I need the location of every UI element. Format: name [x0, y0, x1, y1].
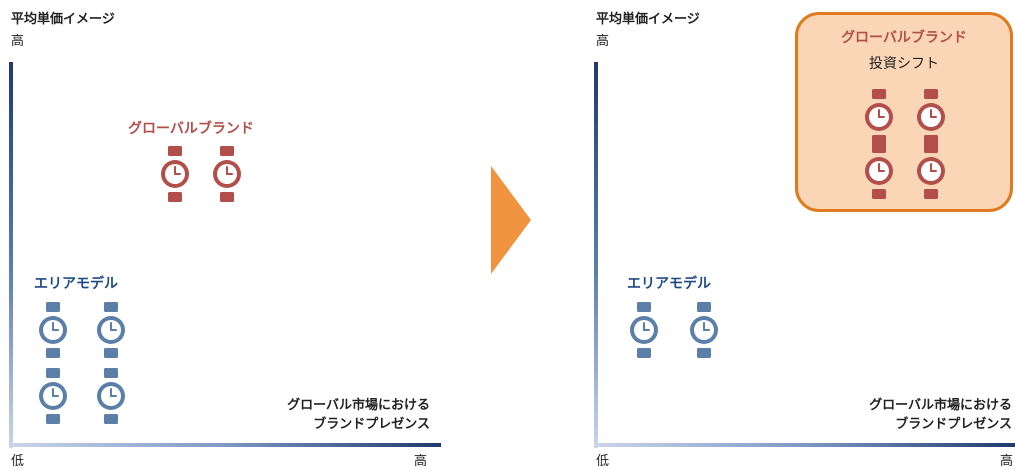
global-brand-watch-icon: [916, 143, 946, 199]
x-axis-title-line1: グローバル市場における: [869, 398, 1012, 413]
area-model-watch-icon: [38, 302, 68, 358]
global-brand-label: グローバルブランド: [128, 121, 254, 137]
global-brand-watch-icon: [916, 89, 946, 145]
future-positioning-panel: 平均単価イメージ 高 グローバルブランド 投資シフト エリアモデル グローバル市…: [585, 0, 1015, 469]
x-axis-low-label: 低: [596, 454, 610, 469]
y-axis-high-label: 高: [596, 34, 610, 49]
x-axis-title-line1: グローバル市場における: [287, 398, 430, 413]
y-axis-title: 平均単価イメージ: [11, 12, 115, 27]
area-model-watch-icon: [689, 302, 719, 358]
x-axis-line: [596, 443, 1015, 447]
current-positioning-panel: 平均単価イメージ 高 グローバルブランド エリアモデル グローバル市場における …: [0, 0, 441, 469]
x-axis-high-label: 高: [1000, 454, 1014, 469]
area-model-label: エリアモデル: [627, 276, 711, 292]
x-axis-title-line2: ブランドプレゼンス: [313, 417, 430, 432]
area-model-watch-icon: [96, 302, 126, 358]
x-axis-line: [11, 443, 441, 447]
area-model-watch-icon: [38, 368, 68, 424]
global-brand-watch-icon: [160, 146, 190, 202]
global-brand-label: グローバルブランド: [841, 30, 967, 46]
area-model-label: エリアモデル: [34, 276, 118, 292]
global-brand-watch-icon: [212, 146, 242, 202]
global-brand-watch-icon: [864, 89, 894, 145]
investment-shift-highlight: グローバルブランド 投資シフト: [795, 12, 1013, 212]
y-axis-line: [9, 62, 13, 448]
x-axis-high-label: 高: [414, 454, 428, 469]
x-axis-title: グローバル市場における ブランドプレゼンス: [230, 396, 430, 434]
global-brand-watch-icon: [864, 143, 894, 199]
y-axis-title: 平均単価イメージ: [596, 12, 700, 27]
y-axis-line: [594, 62, 598, 448]
investment-shift-label: 投資シフト: [869, 56, 939, 72]
x-axis-low-label: 低: [11, 454, 25, 469]
x-axis-title: グローバル市場における ブランドプレゼンス: [810, 396, 1012, 434]
area-model-watch-icon: [629, 302, 659, 358]
area-model-watch-icon: [96, 368, 126, 424]
y-axis-high-label: 高: [11, 34, 25, 49]
arrow-right-icon: [491, 166, 531, 274]
x-axis-title-line2: ブランドプレゼンス: [895, 417, 1012, 432]
